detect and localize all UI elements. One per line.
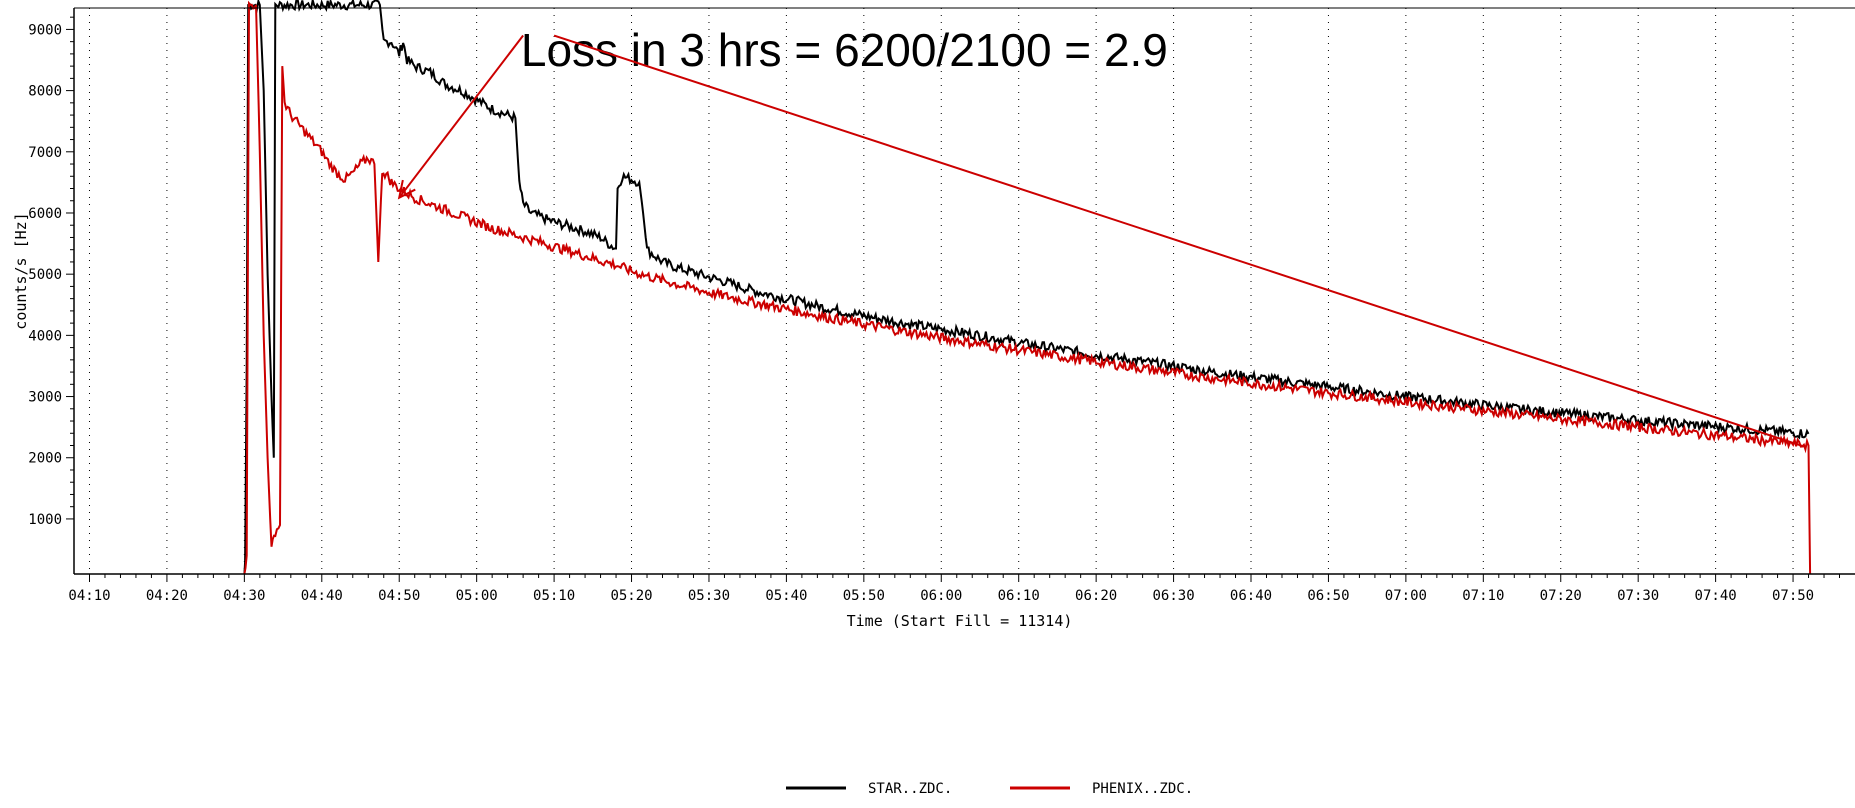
x-tick-label: 07:20	[1540, 588, 1582, 604]
x-tick-label: 05:30	[688, 588, 730, 604]
x-tick-label: 05:50	[843, 588, 885, 604]
y-tick-label: 6000	[28, 206, 62, 222]
series-layer	[243, 0, 1812, 575]
y-tick-label: 5000	[28, 267, 62, 283]
x-tick-label: 07:10	[1462, 588, 1504, 604]
x-tick-label: 04:30	[223, 588, 265, 604]
x-tick-label: 04:40	[301, 588, 343, 604]
annotation-layer: Loss in 3 hrs = 6200/2100 = 2.9	[397, 24, 1805, 448]
annotation-pointer	[398, 34, 524, 199]
y-tick-label: 1000	[28, 512, 62, 528]
legend: STAR..ZDC. PHENIX..ZDC.	[786, 781, 1193, 797]
series-line-phenix	[243, 0, 1812, 575]
y-tick-label: 9000	[28, 22, 62, 38]
x-tick-label: 05:10	[533, 588, 575, 604]
x-tick-label: 07:30	[1617, 588, 1659, 604]
legend-label-phenix: PHENIX..ZDC.	[1092, 781, 1193, 797]
x-tick-label: 04:10	[68, 588, 110, 604]
y-axis-label: counts/s [Hz]	[12, 212, 30, 329]
y-tick-label: 4000	[28, 328, 62, 344]
x-tick-label: 04:20	[146, 588, 188, 604]
x-tick-label: 06:30	[1152, 588, 1194, 604]
x-tick-label: 06:50	[1307, 588, 1349, 604]
x-tick-label: 04:50	[378, 588, 420, 604]
x-tick-label: 06:10	[998, 588, 1040, 604]
x-axis-label: Time (Start Fill = 11314)	[847, 612, 1073, 630]
x-tick-label: 06:00	[920, 588, 962, 604]
x-tick-label: 07:00	[1385, 588, 1427, 604]
y-tick-label: 2000	[28, 451, 62, 467]
x-tick-label: 06:20	[1075, 588, 1117, 604]
x-tick-label: 07:40	[1695, 588, 1737, 604]
y-tick-label: 8000	[28, 84, 62, 100]
x-tick-label: 05:40	[765, 588, 807, 604]
x-tick-label: 06:40	[1230, 588, 1272, 604]
x-tick-label: 05:20	[610, 588, 652, 604]
y-tick-label: 3000	[28, 390, 62, 406]
annotation-arrowhead	[397, 179, 416, 200]
annotation-text: Loss in 3 hrs = 6200/2100 = 2.9	[521, 24, 1168, 76]
y-axis-ticks: 1000 2000 3000 4000 5000 6000 7000 8000 9000	[28, 16, 74, 528]
y-tick-label: 7000	[28, 145, 62, 161]
annotation-pointer	[553, 34, 1805, 448]
x-tick-label: 07:50	[1772, 588, 1814, 604]
x-axis-ticks: 04:10 04:20 04:30 04:40 04:50 05:00 05:10 05:20…	[68, 574, 1841, 604]
axes	[73, 7, 1855, 575]
legend-label-star: STAR..ZDC.	[868, 781, 952, 797]
x-tick-label: 05:00	[456, 588, 498, 604]
